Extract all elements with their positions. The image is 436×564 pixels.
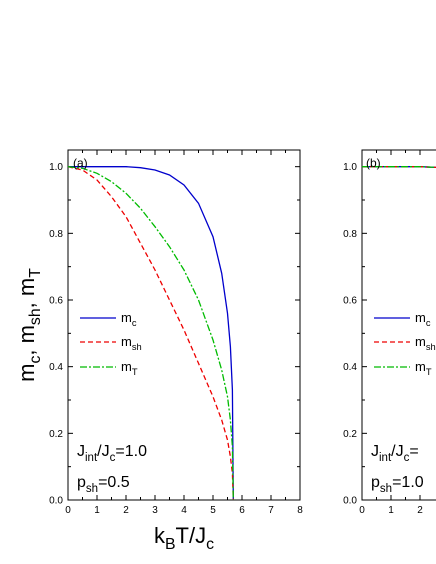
y-tick-label: 1.0 — [49, 162, 63, 173]
x-tick-label: 8 — [297, 505, 303, 516]
x-tick-label: 1 — [94, 505, 100, 516]
legend-label-mc-b: mc — [415, 310, 431, 328]
x-axis-title: kBT/Jc — [154, 523, 214, 553]
legend-b: mc msh mT — [374, 310, 436, 377]
x-tick-labels-b: 0 1 2 — [359, 505, 423, 516]
y-tick-label: 0.8 — [343, 229, 357, 240]
x-tick-labels-a: 0 1 2 3 4 5 6 7 8 — [65, 505, 303, 516]
x-tick-label: 4 — [181, 505, 187, 516]
panel-label-b: (b) — [366, 156, 381, 170]
y-tick-label: 0.0 — [49, 496, 63, 507]
x-tick-label: 0 — [65, 505, 71, 516]
legend-label-mt-b: mT — [415, 359, 432, 377]
x-tick-label: 0 — [359, 505, 365, 516]
x-tick-label: 1 — [388, 505, 394, 516]
x-tick-label: 5 — [210, 505, 216, 516]
series-line-m-c — [68, 166, 234, 500]
param-jint-a: Jint/Jc=1.0 — [77, 443, 147, 464]
param-psh-b: psh=1.0 — [371, 474, 424, 495]
legend-label-mt-a: mT — [121, 359, 138, 377]
y-tick-label: 0.2 — [343, 429, 357, 440]
plot-frame-b — [361, 149, 436, 501]
y-tick-label: 0.4 — [343, 362, 357, 373]
ticks-a — [67, 150, 301, 501]
y-tick-labels-a: 0.0 0.2 0.4 0.6 0.8 1.0 — [49, 162, 63, 506]
x-tick-label: 6 — [239, 505, 245, 516]
panel-a: 0.0 0.2 0.4 0.6 0.8 1.0 0 1 2 3 4 5 6 7 8 (a) mc msh … — [49, 149, 303, 516]
x-tick-label: 3 — [152, 505, 158, 516]
legend-label-mc-a: mc — [121, 310, 137, 328]
x-tick-label: 2 — [417, 505, 423, 516]
panel-label-a: (a) — [73, 156, 88, 170]
y-axis-title: mc, msh, mT — [14, 268, 44, 382]
y-tick-labels-b: 0.0 0.2 0.4 0.6 0.8 1.0 — [343, 162, 357, 506]
y-tick-label: 0.8 — [49, 229, 63, 240]
legend-a: mc msh mT — [80, 310, 142, 377]
series-line-m-sh — [68, 166, 234, 500]
y-tick-label: 1.0 — [343, 162, 357, 173]
series-line-m-t — [68, 166, 234, 500]
y-tick-label: 0.0 — [343, 496, 357, 507]
y-tick-label: 0.2 — [49, 429, 63, 440]
legend-label-msh-a: msh — [121, 334, 142, 352]
y-tick-label: 0.6 — [49, 296, 63, 307]
param-jint-b: Jint/Jc= — [371, 443, 419, 464]
x-tick-label: 7 — [268, 505, 274, 516]
panel-b: 0.0 0.2 0.4 0.6 0.8 1.0 0 1 2 (b) mc msh mT Jin… — [343, 149, 436, 516]
param-psh-a: psh=0.5 — [77, 474, 130, 495]
series-line-m-t — [362, 166, 436, 169]
legend-label-msh-b: msh — [415, 334, 436, 352]
y-tick-label: 0.6 — [343, 296, 357, 307]
series-lines-b — [362, 166, 436, 169]
y-tick-label: 0.4 — [49, 362, 63, 373]
series-lines-a — [68, 166, 234, 500]
x-tick-label: 2 — [123, 505, 129, 516]
